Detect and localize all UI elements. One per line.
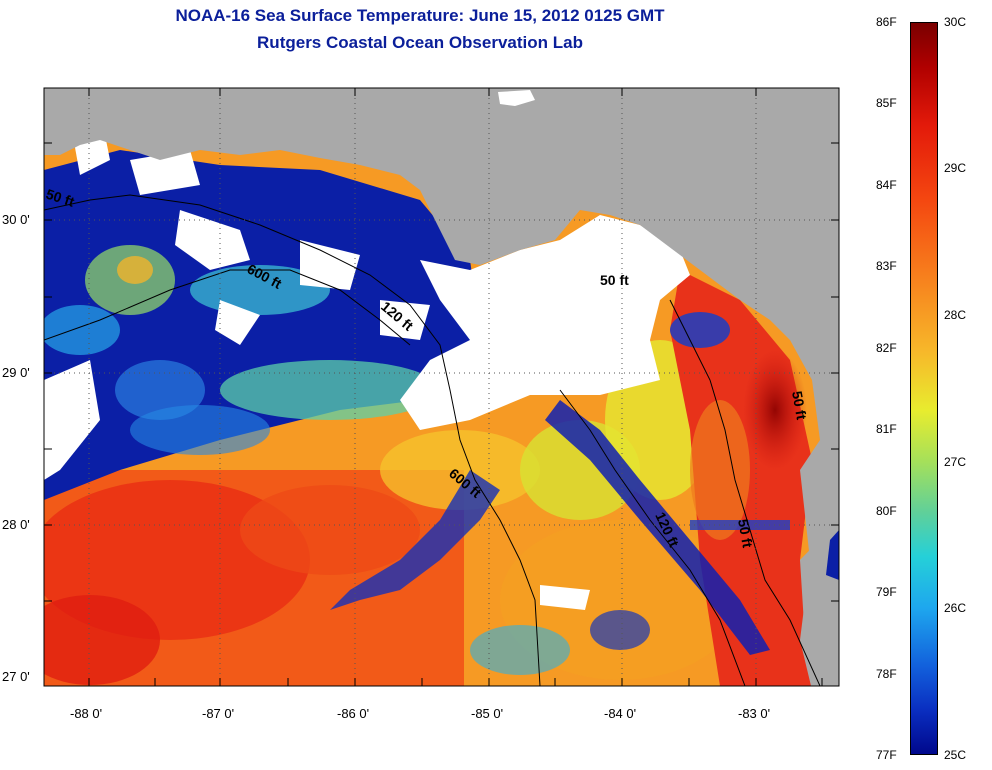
colorbar-c-label: 26C bbox=[944, 601, 967, 615]
colorbar-f-label: 82F bbox=[876, 341, 897, 355]
colorbar-f-label: 81F bbox=[876, 422, 897, 436]
colorbar-c-label: 30C bbox=[944, 15, 967, 29]
intermediate-band bbox=[220, 360, 440, 420]
colorbar-c-label: 28C bbox=[944, 308, 967, 322]
lon-label: -88 0' bbox=[70, 706, 102, 721]
contour-label: 50 ft bbox=[789, 390, 810, 421]
contour-label: 50 ft bbox=[600, 272, 629, 288]
colorbar-f-label: 80F bbox=[876, 504, 897, 518]
colorbar-f-label: 83F bbox=[876, 259, 897, 273]
lon-label: -83 0' bbox=[738, 706, 770, 721]
land-mass bbox=[44, 88, 839, 686]
colorbar bbox=[910, 22, 938, 755]
map-frame bbox=[43, 87, 840, 687]
warm-core-sw bbox=[44, 595, 160, 685]
lat-label: 28 0' bbox=[2, 517, 30, 532]
cool-filament-2 bbox=[330, 470, 500, 610]
cloud-region bbox=[400, 215, 690, 430]
lon-label: -86 0' bbox=[337, 706, 369, 721]
cool-filament bbox=[545, 400, 770, 655]
warm-patch bbox=[240, 485, 420, 575]
map-title: NOAA-16 Sea Surface Temperature: June 15… bbox=[175, 6, 665, 25]
cloud-west bbox=[44, 360, 100, 480]
lon-label: -87 0' bbox=[202, 706, 234, 721]
contour-50ft bbox=[669, 299, 821, 686]
colorbar-f-label: 78F bbox=[876, 667, 897, 681]
colorbar-f-label: 85F bbox=[876, 96, 897, 110]
map-subtitle: Rutgers Coastal Ocean Observation Lab bbox=[257, 33, 583, 52]
colorbar-f-label: 84F bbox=[876, 178, 897, 192]
hot-spot bbox=[743, 350, 807, 470]
colorbar-f-label: 79F bbox=[876, 585, 897, 599]
colorbar-f-label: 86F bbox=[876, 15, 897, 29]
colorbar-c-label: 25C bbox=[944, 748, 967, 762]
lat-label: 29 0' bbox=[2, 365, 30, 380]
contour-label: 50 ft bbox=[735, 518, 756, 549]
lon-label: -84 0' bbox=[604, 706, 636, 721]
lat-label: 27 0' bbox=[2, 669, 30, 684]
contour-600ft bbox=[44, 194, 541, 686]
contour-120ft bbox=[559, 389, 746, 686]
lat-label: 30 0' bbox=[2, 212, 30, 227]
colorbar-c-label: 27C bbox=[944, 455, 967, 469]
lon-label: -85 0' bbox=[471, 706, 503, 721]
colorbar-f-label: 77F bbox=[876, 748, 897, 762]
axis-ticks bbox=[44, 88, 839, 686]
colorbar-c-label: 29C bbox=[944, 161, 967, 175]
